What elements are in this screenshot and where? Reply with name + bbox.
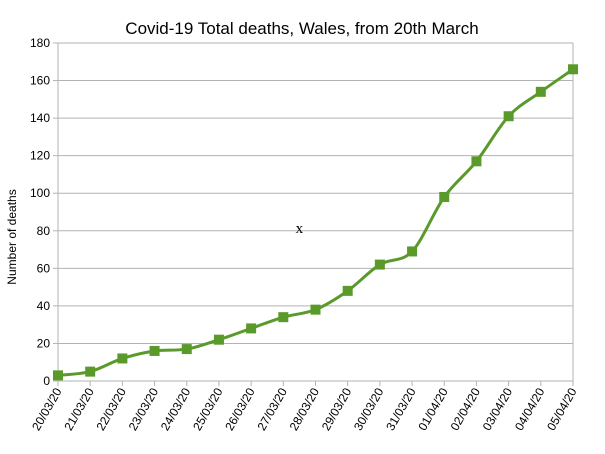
y-tick-label: 20 bbox=[37, 336, 51, 350]
series-markers bbox=[53, 64, 578, 381]
x-tick-label: 31/03/20 bbox=[383, 385, 419, 433]
data-point-05/04/20 bbox=[568, 64, 578, 75]
y-tick-label: 180 bbox=[30, 36, 50, 50]
gridlines bbox=[57, 42, 574, 382]
y-tick-label: 80 bbox=[37, 224, 51, 238]
y-tick-label: 160 bbox=[30, 74, 50, 88]
x-tick-label: 28/03/20 bbox=[287, 385, 323, 433]
data-point-27/03/20 bbox=[278, 312, 289, 323]
data-point-25/03/20 bbox=[213, 334, 224, 345]
data-point-02/04/20 bbox=[471, 156, 482, 167]
data-point-03/04/20 bbox=[503, 111, 514, 122]
data-point-01/04/20 bbox=[439, 191, 450, 202]
data-point-04/04/20 bbox=[535, 86, 546, 97]
y-axis-ticks: 0 20 40 60 80 100 120 140 160 180 bbox=[30, 36, 58, 388]
x-tick-label: 02/04/20 bbox=[448, 385, 484, 433]
x-tick-label: 27/03/20 bbox=[254, 385, 290, 433]
data-point-31/03/20 bbox=[407, 246, 418, 257]
chart-title: Covid-19 Total deaths, Wales, from 20th … bbox=[125, 19, 478, 38]
x-tick-label: 20/03/20 bbox=[29, 385, 65, 433]
y-tick-label: 60 bbox=[37, 261, 51, 275]
x-axis-ticks: 20/03/2021/03/2022/03/2023/03/2024/03/20… bbox=[29, 381, 580, 433]
x-tick-label: 29/03/20 bbox=[319, 385, 355, 433]
x-tick-label: 25/03/20 bbox=[190, 385, 226, 433]
data-point-29/03/20 bbox=[342, 285, 353, 296]
y-tick-label: 120 bbox=[30, 149, 50, 163]
annotations: x bbox=[296, 221, 304, 237]
x-tick-label: 26/03/20 bbox=[222, 385, 258, 433]
data-point-28/03/20 bbox=[310, 304, 321, 315]
series-line-total-deaths bbox=[56, 67, 575, 377]
y-tick-label: 140 bbox=[30, 111, 50, 125]
y-tick-label: 0 bbox=[43, 374, 50, 388]
x-tick-label: 23/03/20 bbox=[126, 385, 162, 433]
y-tick-label: 40 bbox=[37, 299, 51, 313]
x-tick-label: 24/03/20 bbox=[158, 385, 194, 433]
data-point-24/03/20 bbox=[181, 344, 192, 355]
x-tick-label: 03/04/20 bbox=[480, 385, 516, 433]
data-point-23/03/20 bbox=[149, 345, 160, 356]
data-point-26/03/20 bbox=[246, 323, 257, 334]
x-tick-label: 30/03/20 bbox=[351, 385, 387, 433]
x-tick-label: 01/04/20 bbox=[415, 385, 451, 433]
x-tick-label: 05/04/20 bbox=[544, 385, 580, 433]
annotation-label: x bbox=[296, 221, 304, 237]
data-point-20/03/20 bbox=[53, 370, 63, 381]
x-tick-label: 22/03/20 bbox=[93, 385, 129, 433]
y-axis-label: Number of deaths bbox=[5, 189, 19, 284]
data-point-21/03/20 bbox=[85, 366, 96, 377]
x-tick-label: 04/04/20 bbox=[512, 385, 548, 433]
data-point-22/03/20 bbox=[117, 353, 128, 364]
data-point-30/03/20 bbox=[374, 259, 385, 270]
x-tick-label: 21/03/20 bbox=[61, 385, 97, 433]
y-tick-label: 100 bbox=[30, 186, 50, 200]
